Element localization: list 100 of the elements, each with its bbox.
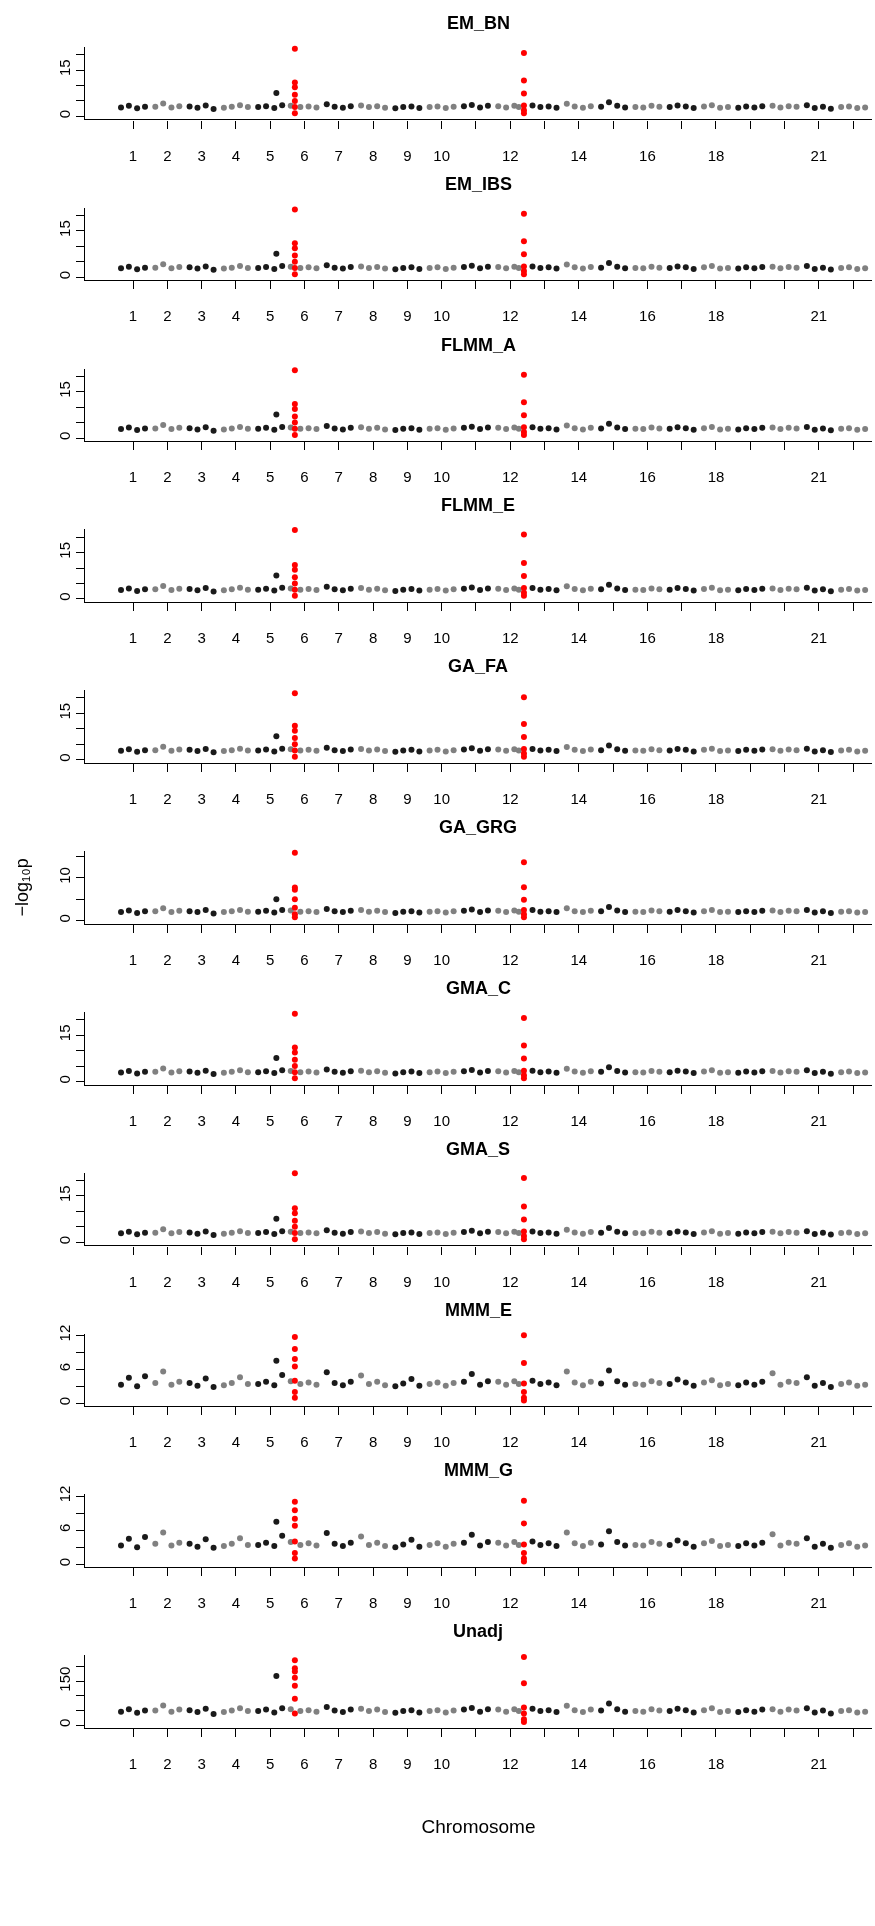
x-tick-label: 14 bbox=[570, 146, 588, 164]
x-tick-label: 12 bbox=[501, 468, 519, 486]
x-tick-label: 6 bbox=[300, 1111, 309, 1129]
x-tick-label: 18 bbox=[707, 950, 725, 968]
y-tick-label: 0 bbox=[55, 914, 73, 923]
x-tick-label: 4 bbox=[231, 1272, 241, 1290]
x-tick-label: 1 bbox=[128, 307, 138, 325]
x-tick-label: 16 bbox=[639, 950, 656, 968]
x-tick-label: 16 bbox=[639, 468, 656, 486]
x-tick-label: 1 bbox=[128, 790, 138, 808]
x-tick-label: 8 bbox=[368, 307, 378, 325]
x-tick-label: 21 bbox=[810, 307, 828, 325]
y-tick-label: 6 bbox=[55, 1362, 73, 1372]
x-tick-label: 18 bbox=[707, 468, 725, 486]
x-tick-label: 4 bbox=[231, 146, 241, 164]
x-tick-label: 8 bbox=[368, 468, 378, 486]
x-tick-label: 10 bbox=[433, 307, 450, 325]
x-tick-label: 14 bbox=[570, 1111, 588, 1129]
x-tick-label: 7 bbox=[334, 629, 343, 647]
x-tick-label: 5 bbox=[266, 1594, 275, 1612]
x-tick-label: 10 bbox=[433, 146, 450, 164]
x-tick-label: 6 bbox=[300, 307, 309, 325]
x-tick-label: 21 bbox=[810, 629, 828, 647]
y-tick-label: 15 bbox=[55, 1185, 73, 1203]
x-tick-label: 7 bbox=[334, 468, 343, 486]
x-tick-label: 9 bbox=[403, 1594, 412, 1612]
x-tick-label: 7 bbox=[334, 1272, 343, 1290]
x-tick-label: 2 bbox=[163, 146, 172, 164]
x-tick-label: 2 bbox=[163, 950, 172, 968]
x-tick-label: 3 bbox=[197, 468, 206, 486]
x-tick-label: 9 bbox=[403, 1272, 412, 1290]
x-tick-label: 14 bbox=[570, 1433, 588, 1451]
x-tick-label: 21 bbox=[810, 468, 828, 486]
x-tick-label: 4 bbox=[231, 1594, 241, 1612]
x-tick-label: 12 bbox=[501, 146, 519, 164]
x-tick-label: 12 bbox=[501, 1111, 519, 1129]
x-tick-label: 14 bbox=[570, 307, 588, 325]
x-tick-label: 6 bbox=[300, 1433, 309, 1451]
x-tick-label: 2 bbox=[163, 1755, 172, 1773]
x-tick-label: 10 bbox=[433, 468, 450, 486]
x-tick-label: 18 bbox=[707, 1111, 725, 1129]
x-tick-label: 16 bbox=[639, 629, 656, 647]
x-tick-label: 16 bbox=[639, 146, 656, 164]
x-tick-label: 1 bbox=[128, 468, 138, 486]
x-axis-title: Chromosome bbox=[421, 1815, 536, 1837]
chart-title: MMM_E bbox=[445, 1300, 512, 1320]
x-tick-label: 4 bbox=[231, 790, 241, 808]
x-tick-label: 3 bbox=[197, 1111, 206, 1129]
x-tick-label: 10 bbox=[433, 629, 450, 647]
y-axis-title: −log₁₀p bbox=[12, 858, 33, 917]
x-tick-label: 9 bbox=[403, 629, 412, 647]
x-tick-label: 18 bbox=[707, 1272, 725, 1290]
x-tick-label: 9 bbox=[403, 790, 412, 808]
x-tick-label: 18 bbox=[707, 1755, 725, 1773]
x-tick-label: 12 bbox=[501, 950, 519, 968]
x-tick-label: 14 bbox=[570, 790, 588, 808]
x-tick-label: 6 bbox=[300, 1594, 309, 1612]
x-tick-label: 16 bbox=[639, 307, 656, 325]
x-tick-label: 9 bbox=[403, 468, 412, 486]
x-tick-label: 7 bbox=[334, 1755, 343, 1773]
chart-title: FLMM_A bbox=[441, 335, 516, 355]
x-tick-label: 4 bbox=[231, 468, 241, 486]
x-tick-label: 5 bbox=[266, 468, 275, 486]
x-tick-label: 10 bbox=[433, 1111, 450, 1129]
x-tick-label: 14 bbox=[570, 1594, 588, 1612]
y-tick-label: 15 bbox=[55, 1024, 73, 1042]
x-tick-label: 8 bbox=[368, 950, 378, 968]
x-tick-label: 7 bbox=[334, 1594, 343, 1612]
x-tick-label: 12 bbox=[501, 1594, 519, 1612]
x-tick-label: 9 bbox=[403, 950, 412, 968]
x-tick-label: 1 bbox=[128, 1594, 138, 1612]
x-tick-label: 18 bbox=[707, 629, 725, 647]
x-tick-label: 3 bbox=[197, 1755, 206, 1773]
x-tick-label: 14 bbox=[570, 629, 588, 647]
x-tick-label: 21 bbox=[810, 790, 828, 808]
x-tick-label: 3 bbox=[197, 790, 206, 808]
chart-title: FLMM_E bbox=[441, 495, 515, 515]
x-tick-label: 10 bbox=[433, 950, 450, 968]
x-tick-label: 12 bbox=[501, 629, 519, 647]
x-tick-label: 6 bbox=[300, 790, 309, 808]
x-tick-label: 5 bbox=[266, 1272, 275, 1290]
chart-title: Unadj bbox=[453, 1621, 504, 1641]
x-tick-label: 5 bbox=[266, 629, 275, 647]
x-tick-label: 16 bbox=[639, 790, 656, 808]
y-tick-label: 6 bbox=[55, 1523, 73, 1533]
x-tick-label: 2 bbox=[163, 629, 172, 647]
x-tick-label: 4 bbox=[231, 1111, 241, 1129]
x-tick-label: 18 bbox=[707, 1594, 725, 1612]
y-tick-label: 0 bbox=[55, 753, 73, 762]
x-tick-label: 18 bbox=[707, 307, 725, 325]
x-tick-label: 6 bbox=[300, 468, 309, 486]
chart-title: GA_FA bbox=[448, 656, 509, 676]
x-tick-label: 4 bbox=[231, 629, 241, 647]
x-tick-label: 10 bbox=[433, 1272, 450, 1290]
x-tick-label: 10 bbox=[433, 1755, 450, 1773]
x-tick-label: 1 bbox=[128, 1755, 138, 1773]
x-tick-label: 5 bbox=[266, 790, 275, 808]
x-tick-label: 21 bbox=[810, 1272, 828, 1290]
x-tick-label: 7 bbox=[334, 307, 343, 325]
x-tick-label: 4 bbox=[231, 1755, 241, 1773]
